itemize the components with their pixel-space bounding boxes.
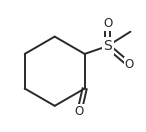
Text: O: O xyxy=(103,17,112,30)
Text: O: O xyxy=(125,58,134,71)
Text: S: S xyxy=(103,39,112,53)
Text: O: O xyxy=(75,105,84,118)
